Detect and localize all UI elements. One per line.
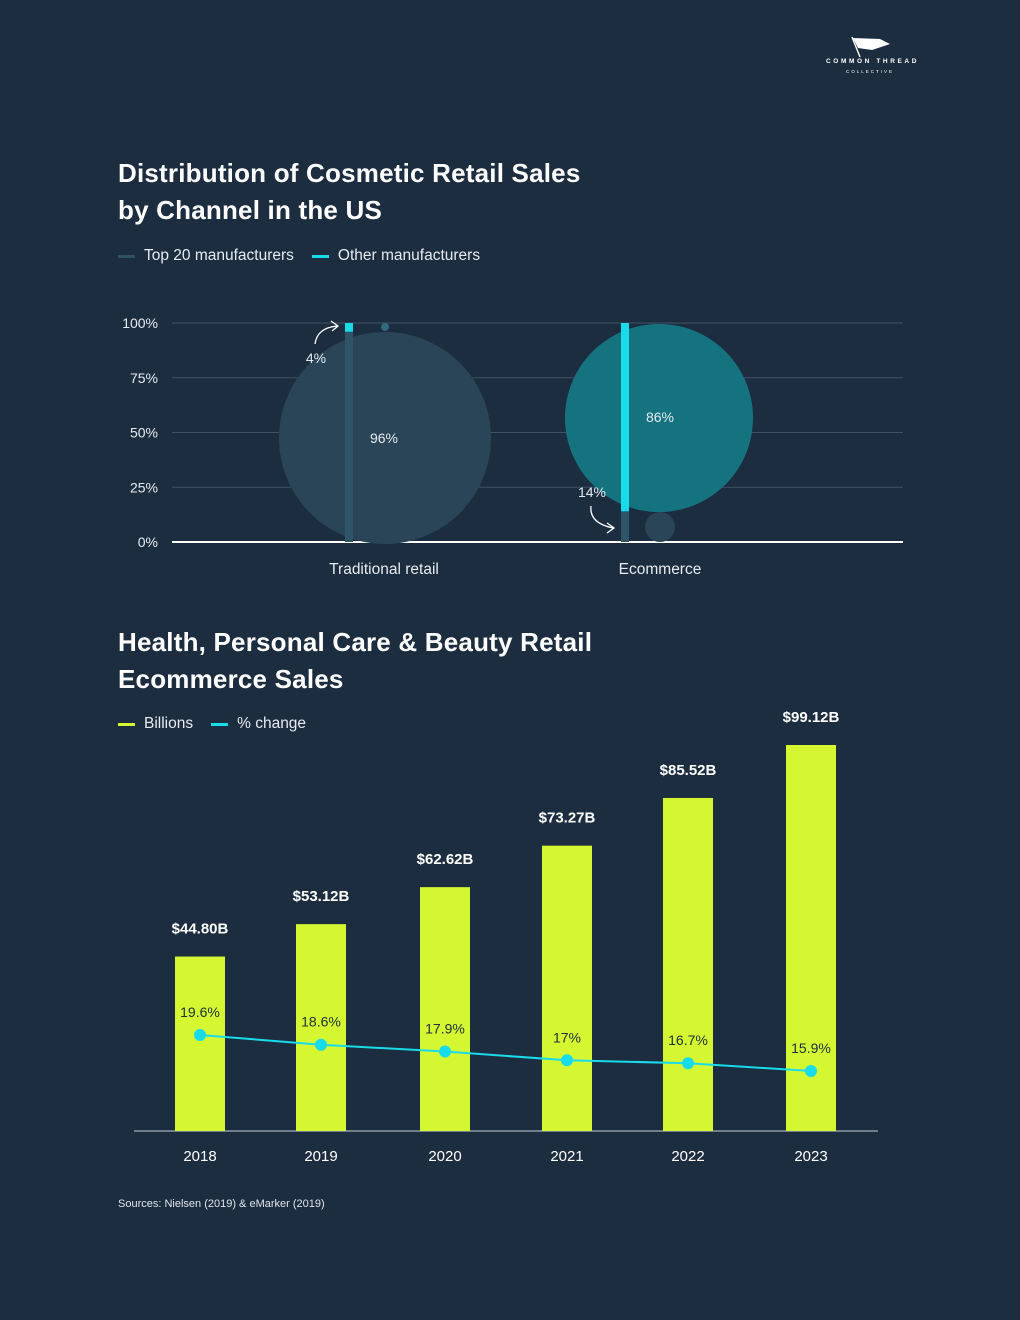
pct-change-label: 17%: [553, 1029, 581, 1045]
legend-swatch-pct-change: [211, 722, 229, 726]
bar-value-label: $62.62B: [417, 851, 474, 868]
legend-swatch-billions: [118, 722, 135, 726]
x-tick-label: 2018: [183, 1148, 216, 1165]
chart2-title: Health, Personal Care & Beauty Retail Ec…: [118, 624, 592, 698]
pct-change-line: [199, 1034, 812, 1072]
x-tick-label: 2019: [304, 1148, 337, 1165]
pct-change-label: 16.7%: [668, 1032, 708, 1048]
bar-segment-other-1: [621, 323, 629, 512]
x-category-label: Ecommerce: [619, 561, 702, 578]
bar-2021: [542, 845, 592, 1131]
arrow-callout: [314, 325, 338, 345]
data-label-major: 96%: [370, 430, 398, 446]
legend-item-other: Other manufacturers: [311, 247, 481, 265]
x-tick-label: 2022: [671, 1148, 704, 1165]
brand-logo: COMMON THREAD COLLECTIVE: [820, 32, 920, 82]
brand-name: COMMON THREAD: [826, 58, 920, 65]
legend-item-pct-change: % change: [211, 715, 306, 733]
chart2-title-line1: Health, Personal Care & Beauty Retail: [118, 627, 593, 657]
y-tick-label: 50%: [130, 425, 158, 441]
pct-change-label: 19.6%: [180, 1004, 220, 1020]
pct-change-point: [561, 1054, 573, 1067]
bar-2019: [296, 924, 346, 1131]
x-tick-label: 2021: [550, 1148, 583, 1165]
bubble-other-1: [565, 324, 753, 512]
x-category-label: Traditional retail: [329, 561, 439, 578]
pct-change-point: [439, 1045, 451, 1058]
chart2-title-line2: Ecommerce Sales: [118, 664, 344, 694]
legend-label-pct-change: % change: [237, 715, 307, 732]
bar-2022: [663, 797, 713, 1131]
ecommerce-sales-chart: $44.80B 2018 $53.12B 2019 $62.62B 2020 $73.27B…: [134, 709, 878, 1165]
data-label-major: 86%: [646, 409, 674, 425]
bubble-top20-0: [279, 332, 491, 544]
pct-change-point: [805, 1065, 817, 1077]
chart1-title-line1: Distribution of Cosmetic Retail Sales: [118, 158, 581, 188]
legend-label-other: Other manufacturers: [337, 247, 481, 264]
legend-swatch-top20: [118, 254, 135, 258]
legend-item-billions: Billions: [118, 715, 193, 733]
pct-change-point: [682, 1057, 694, 1070]
data-label-minor: 4%: [306, 350, 326, 366]
bar-value-label: $99.12B: [783, 709, 840, 726]
bar-value-label: $53.12B: [293, 888, 350, 905]
bar-2020: [420, 887, 470, 1131]
bubble-other-0: [381, 323, 389, 331]
flag-icon: [851, 36, 890, 58]
legend-label-top20: Top 20 manufacturers: [144, 247, 294, 264]
arrow-callout: [590, 505, 614, 529]
pct-change-label: 15.9%: [791, 1040, 831, 1056]
data-label-minor: 14%: [578, 484, 606, 500]
pct-change-point: [194, 1029, 206, 1041]
legend-label-billions: Billions: [144, 715, 194, 732]
chart1-legend: Top 20 manufacturers Other manufacturers: [118, 247, 498, 265]
bar-value-label: $44.80B: [172, 921, 229, 938]
chart2-legend: Billions % change: [118, 715, 324, 733]
legend-swatch-other: [311, 254, 329, 258]
y-tick-label: 100%: [122, 315, 158, 331]
bubble-top20-1: [645, 512, 675, 542]
chart1-title: Distribution of Cosmetic Retail Sales by…: [118, 155, 581, 229]
arrow-head: [330, 320, 340, 332]
y-tick-label: 75%: [130, 370, 158, 386]
pct-change-label: 17.9%: [425, 1021, 465, 1037]
legend-item-top20: Top 20 manufacturers: [118, 247, 294, 265]
arrow-head: [606, 522, 616, 534]
brand-subname: COLLECTIVE: [846, 69, 895, 74]
x-tick-label: 2020: [428, 1148, 461, 1165]
sources-note: Sources: Nielsen (2019) & eMarker (2019): [118, 1198, 325, 1210]
bar-value-label: $85.52B: [660, 762, 717, 779]
y-tick-label: 25%: [130, 479, 158, 495]
bar-segment-top20-1: [621, 511, 629, 542]
bar-segment-top20-0: [345, 331, 353, 542]
distribution-chart: 0% 25% 50% 75% 100% 96% 4% Traditional retail 86…: [122, 315, 903, 578]
y-tick-label: 0%: [138, 534, 158, 550]
bar-2018: [175, 956, 225, 1131]
pct-change-point: [315, 1038, 327, 1051]
chart1-title-line2: by Channel in the US: [118, 195, 383, 225]
bar-value-label: $73.27B: [539, 810, 596, 827]
x-tick-label: 2023: [794, 1148, 827, 1165]
pct-change-label: 18.6%: [301, 1014, 341, 1030]
bar-segment-other-0: [345, 323, 353, 332]
